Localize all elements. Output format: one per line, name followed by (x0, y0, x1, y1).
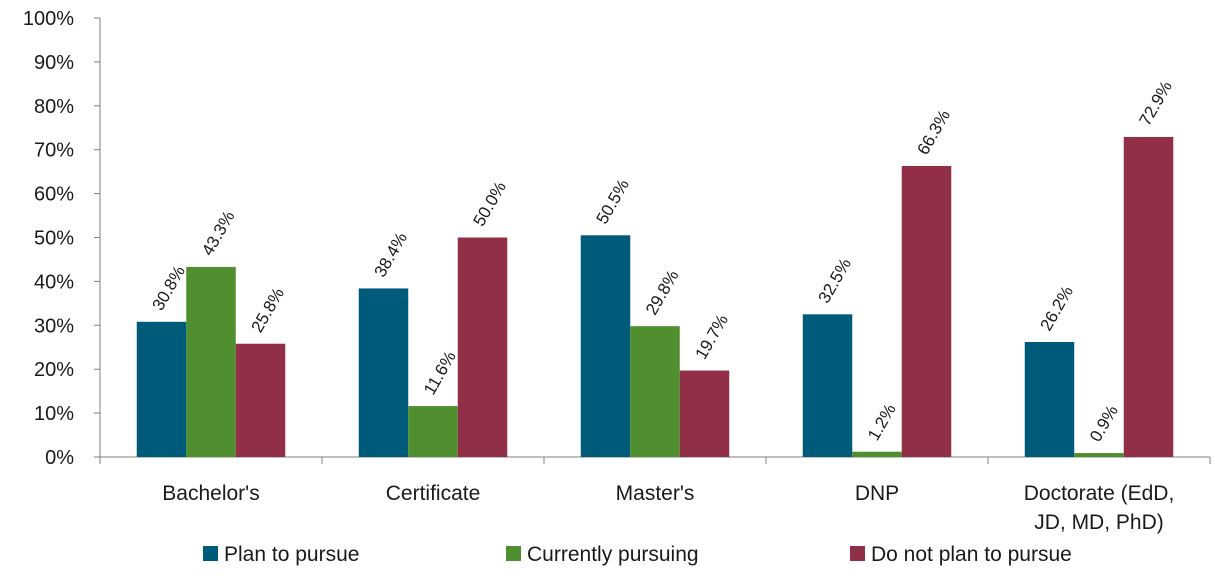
y-tick-label: 70% (34, 140, 74, 162)
legend: Plan to pursue Currently pursuing Do not p… (203, 543, 1072, 566)
data-label: 11.6% (420, 348, 460, 398)
data-label: 26.2% (1037, 283, 1078, 334)
y-tick-label: 60% (34, 184, 74, 206)
bar (235, 343, 286, 457)
data-label: 1.2% (864, 401, 900, 444)
legend-label: Currently pursuing (527, 543, 699, 566)
y-tick-label: 20% (34, 359, 74, 381)
legend-label: Plan to pursue (224, 543, 359, 566)
bar (679, 370, 730, 457)
legend-label: Do not plan to pursue (871, 543, 1072, 566)
y-tick-label: 90% (34, 52, 74, 74)
data-label: 25.8% (248, 284, 289, 335)
bars (136, 136, 1174, 457)
bar (457, 237, 508, 457)
bar (1123, 136, 1174, 457)
x-axis: Bachelor's Certificate Master's DNP Doctorat… (99, 456, 1211, 534)
bar (186, 266, 236, 457)
data-label: 29.8% (642, 267, 683, 318)
bar (136, 321, 187, 457)
bar (1074, 453, 1124, 457)
y-tick-label: 50% (34, 228, 74, 250)
x-category-label: Bachelor's (162, 482, 259, 505)
data-label: 32.5% (815, 255, 856, 306)
legend-swatch (506, 546, 521, 561)
data-label: 50.0% (470, 178, 511, 229)
legend-swatch (850, 546, 865, 561)
legend-swatch (203, 546, 218, 561)
data-label: 66.3% (914, 107, 955, 158)
x-category-label: Certificate (386, 482, 481, 505)
bar (1024, 341, 1075, 457)
data-label: 19.7% (692, 311, 733, 362)
y-tick-label: 0% (45, 447, 74, 469)
bar (802, 314, 853, 457)
data-label: 38.4% (371, 229, 412, 280)
y-tick-label: 30% (34, 315, 74, 337)
y-tick-label: 80% (34, 96, 74, 118)
bar (630, 326, 680, 457)
data-label: 0.9% (1086, 402, 1122, 445)
bar (901, 165, 952, 457)
x-category-label: DNP (855, 482, 899, 505)
bar (408, 406, 458, 457)
data-label: 50.5% (593, 176, 634, 227)
x-category-label: Doctorate (EdD, JD, MD, PhD) (1024, 482, 1175, 534)
bar (358, 288, 409, 457)
data-label: 30.8% (149, 263, 190, 314)
bar (852, 451, 902, 457)
data-label: 72.9% (1136, 78, 1177, 129)
y-tick-label: 40% (34, 271, 74, 293)
x-category-label: Master's (616, 482, 695, 505)
bar (580, 235, 631, 457)
data-label: 43.3% (198, 208, 239, 259)
y-tick-label: 10% (34, 403, 74, 425)
y-axis: 0% 10% 20% 30% 40% 50% 60% 70% 80% 90% 100% (23, 8, 101, 469)
y-tick-label: 100% (23, 8, 74, 30)
